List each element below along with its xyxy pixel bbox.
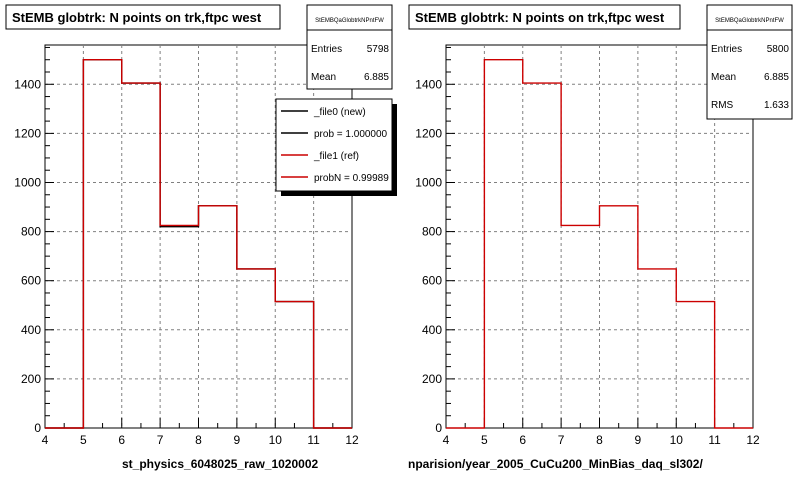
chart1-x-tick-label: 4 xyxy=(42,433,49,447)
chart1-x-tick-label: 11 xyxy=(307,433,320,447)
chart1-y-tick-label: 200 xyxy=(21,372,41,386)
chart2-stats-rms-label: RMS xyxy=(711,100,734,111)
chart1-y-tick-label: 1000 xyxy=(14,175,41,189)
chart1-y-tick-label: 1400 xyxy=(14,77,41,91)
chart2-stats-mean-label: Mean xyxy=(711,72,736,83)
left-file-label: st_physics_6048025_raw_1020002 xyxy=(122,457,319,471)
chart2-y-tick-label: 800 xyxy=(422,225,442,239)
chart1-series-2-histogram xyxy=(45,59,352,429)
chart1-y-tick-label: 0 xyxy=(34,421,41,435)
chart2-x-tick-label: 6 xyxy=(519,433,526,447)
chart2-x-tick-label: 10 xyxy=(670,433,684,447)
chart1-x-tick-label: 8 xyxy=(195,433,202,447)
chart2-x-tick-label: 9 xyxy=(635,433,642,447)
chart2-x-tick-label: 8 xyxy=(596,433,603,447)
chart1-legend-entry-1-label: _file0 (new) xyxy=(313,107,366,118)
chart1-x-tick-label: 6 xyxy=(118,433,125,447)
chart2-title-box xyxy=(408,4,681,30)
chart2-title: StEMB globtrk: N points on trk,ftpc west xyxy=(415,10,665,25)
chart2-y-tick-label: 200 xyxy=(422,372,442,386)
chart2-stats-mean-value: 6.885 xyxy=(764,72,789,83)
chart2-x-tick-label: 12 xyxy=(746,433,760,447)
chart1-legend-entry-4-label: probN = 0.99989 xyxy=(314,173,389,184)
chart1-y-tick-label: 1200 xyxy=(14,126,41,140)
chart2-y-tick-label: 1400 xyxy=(415,77,442,91)
chart1-title: StEMB globtrk: N points on trk,ftpc west xyxy=(12,10,262,25)
chart2-stats-box xyxy=(706,4,793,120)
chart1-legend-box xyxy=(275,98,393,192)
chart1-x-tick-label: 9 xyxy=(234,433,241,447)
chart1-x-tick-label: 5 xyxy=(80,433,87,447)
chart2-x-tick-label: 4 xyxy=(443,433,450,447)
chart2-y-tick-label: 600 xyxy=(422,274,442,288)
chart2-y-tick-label: 400 xyxy=(422,323,442,337)
chart1-y-tick-label: 600 xyxy=(21,274,41,288)
chart1-title-box xyxy=(5,4,281,30)
chart1-legend-entry-3-label: _file1 (ref) xyxy=(313,151,359,162)
chart1-y-tick-label: 800 xyxy=(21,225,41,239)
chart2-y-tick-label: 1200 xyxy=(415,126,442,140)
chart1-x-tick-label: 7 xyxy=(157,433,164,447)
chart1-stats-mean-label: Mean xyxy=(311,72,336,83)
chart1-stats-mean-value: 6.885 xyxy=(364,72,389,83)
chart1-x-tick-label: 10 xyxy=(269,433,283,447)
chart1-stats-entries-label: Entries xyxy=(311,44,342,55)
chart2-y-tick-label: 0 xyxy=(435,421,442,435)
chart1-stats-box xyxy=(306,4,393,90)
right-file-label: nparision/year_2005_CuCu200_MinBias_daq_… xyxy=(408,457,703,471)
chart2-y-tick-label: 1000 xyxy=(415,175,442,189)
chart2-x-tick-label: 11 xyxy=(708,433,721,447)
chart1-legend-entry-2-label: prob = 1.000000 xyxy=(314,129,388,140)
chart1-y-tick-label: 400 xyxy=(21,323,41,337)
chart2-stats-rms-value: 1.633 xyxy=(764,100,789,111)
chart1-x-tick-label: 12 xyxy=(345,433,359,447)
chart1-stats-entries-value: 5798 xyxy=(367,44,390,55)
chart2-x-tick-label: 5 xyxy=(481,433,488,447)
chart2-stats-entries-label: Entries xyxy=(711,44,742,55)
chart2-stats-name: StEMBQaGlobtrkNPntFW xyxy=(715,18,784,24)
chart2-x-tick-label: 7 xyxy=(558,433,565,447)
chart2-stats-entries-value: 5800 xyxy=(767,44,790,55)
chart2-series-1-histogram xyxy=(446,59,753,429)
chart1-stats-name: StEMBQaGlobtrkNPntFW xyxy=(315,18,384,24)
